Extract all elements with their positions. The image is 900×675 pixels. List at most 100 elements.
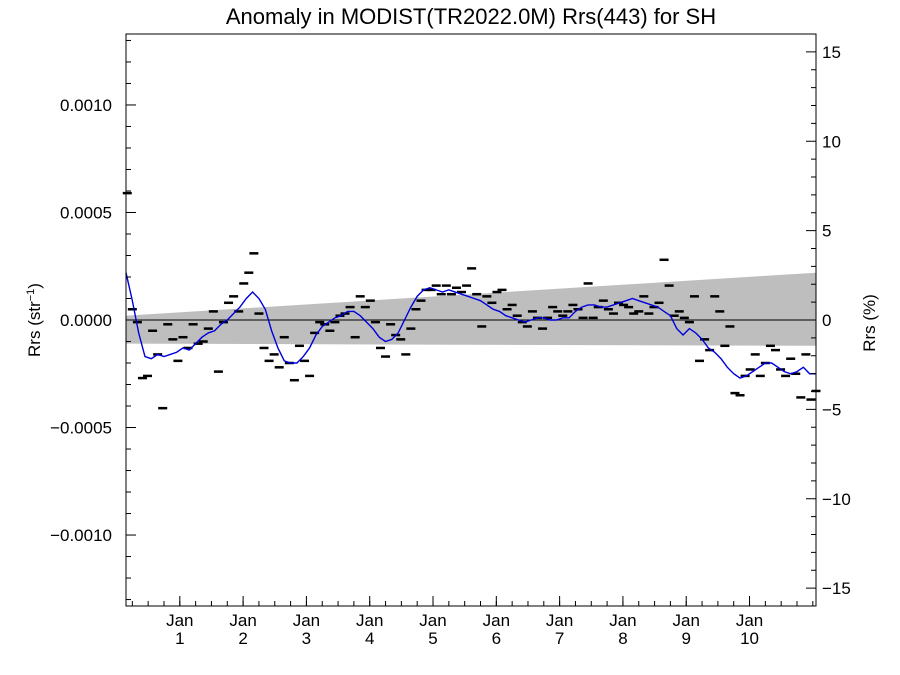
data-marker — [224, 301, 234, 305]
data-marker — [254, 312, 264, 315]
left-tick-label: 0.0010 — [60, 96, 112, 115]
data-marker — [725, 325, 735, 328]
x-tick-label-month: Jan — [609, 611, 636, 630]
data-marker — [527, 310, 537, 313]
data-marker — [325, 329, 335, 333]
left-axis-title-close: ) — [25, 283, 44, 289]
data-marker — [213, 370, 223, 373]
left-y-axis: 0.0010 0.0005 0.0000 −0.0005 −0.0010 — [50, 39, 136, 601]
data-marker — [436, 292, 446, 296]
data-marker — [720, 344, 730, 348]
data-marker — [315, 320, 325, 324]
data-marker — [229, 295, 239, 298]
data-marker — [132, 320, 142, 324]
data-marker — [715, 310, 725, 313]
data-marker — [664, 284, 674, 287]
data-marker — [801, 353, 811, 356]
data-marker — [548, 305, 558, 309]
data-marker — [624, 305, 634, 309]
data-marker — [406, 327, 416, 330]
data-marker — [294, 344, 304, 348]
data-marker — [558, 314, 568, 317]
data-marker — [426, 288, 436, 292]
uncertainty-band — [126, 272, 816, 346]
data-marker — [381, 355, 391, 358]
data-marker — [796, 396, 806, 399]
data-marker — [446, 292, 456, 296]
data-marker — [178, 335, 188, 339]
right-tick-label: −15 — [822, 579, 851, 598]
data-marker — [249, 252, 259, 255]
data-marker — [168, 338, 178, 341]
data-marker — [259, 346, 269, 350]
data-marker — [416, 299, 426, 302]
data-marker — [462, 284, 472, 287]
data-marker — [507, 303, 517, 307]
data-marker — [431, 284, 441, 287]
data-marker — [750, 353, 760, 356]
data-marker — [183, 346, 193, 350]
data-marker — [765, 344, 775, 348]
data-marker — [244, 271, 254, 274]
data-marker — [122, 191, 132, 195]
left-tick-label: 0.0005 — [60, 203, 112, 222]
data-marker — [639, 295, 649, 298]
data-marker — [538, 327, 548, 330]
left-axis-title-text: Rrs (str — [25, 301, 44, 357]
data-marker — [274, 366, 284, 369]
data-marker — [517, 320, 527, 324]
data-marker — [472, 292, 482, 296]
data-marker — [401, 353, 411, 356]
right-tick-label: −5 — [822, 400, 841, 419]
data-marker — [143, 374, 153, 378]
data-marker — [710, 295, 720, 298]
data-marker — [198, 340, 208, 343]
data-marker — [148, 329, 158, 333]
uncertainty-band-layer — [126, 272, 816, 346]
data-marker — [163, 323, 173, 326]
data-marker — [695, 359, 705, 363]
data-marker — [158, 406, 168, 410]
data-marker — [289, 378, 299, 382]
data-marker — [477, 325, 487, 328]
x-tick-label-year: 10 — [740, 629, 759, 648]
x-tick-label-year: 4 — [365, 629, 374, 648]
data-marker — [365, 299, 375, 302]
data-marker — [502, 307, 512, 311]
data-marker — [593, 305, 603, 309]
data-marker — [578, 316, 588, 320]
left-tick-label: −0.0005 — [50, 419, 112, 438]
series-layer — [125, 272, 816, 379]
data-marker — [568, 303, 578, 307]
data-marker — [487, 301, 497, 305]
x-tick-label-year: 9 — [681, 629, 690, 648]
data-marker — [563, 310, 573, 313]
data-marker — [457, 290, 467, 294]
data-marker — [360, 305, 370, 309]
data-marker — [173, 359, 183, 363]
data-marker — [188, 323, 198, 326]
x-tick-label-year: 3 — [302, 629, 311, 648]
data-marker — [386, 323, 396, 326]
data-marker — [730, 391, 740, 395]
x-tick-label-year: 5 — [428, 629, 437, 648]
data-marker — [300, 359, 310, 363]
data-marker — [234, 310, 244, 313]
data-marker — [137, 376, 147, 380]
data-marker — [208, 310, 218, 313]
data-marker — [745, 368, 755, 371]
data-marker — [791, 372, 801, 376]
data-marker — [264, 359, 274, 363]
data-marker — [441, 284, 451, 287]
x-tick-label-year: 2 — [238, 629, 247, 648]
x-tick-label-month: Jan — [673, 611, 700, 630]
right-tick-label: 10 — [822, 132, 841, 151]
data-marker — [806, 398, 816, 401]
data-marker — [305, 374, 315, 378]
right-tick-label: 5 — [822, 222, 831, 241]
data-marker — [350, 335, 360, 339]
x-tick-label-month: Jan — [356, 611, 383, 630]
left-axis-title-superscript: −1 — [25, 289, 37, 302]
